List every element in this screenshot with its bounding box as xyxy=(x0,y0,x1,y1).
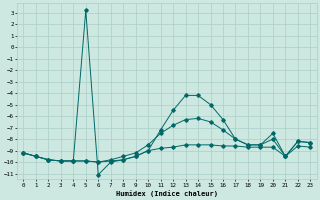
X-axis label: Humidex (Indice chaleur): Humidex (Indice chaleur) xyxy=(116,190,218,197)
